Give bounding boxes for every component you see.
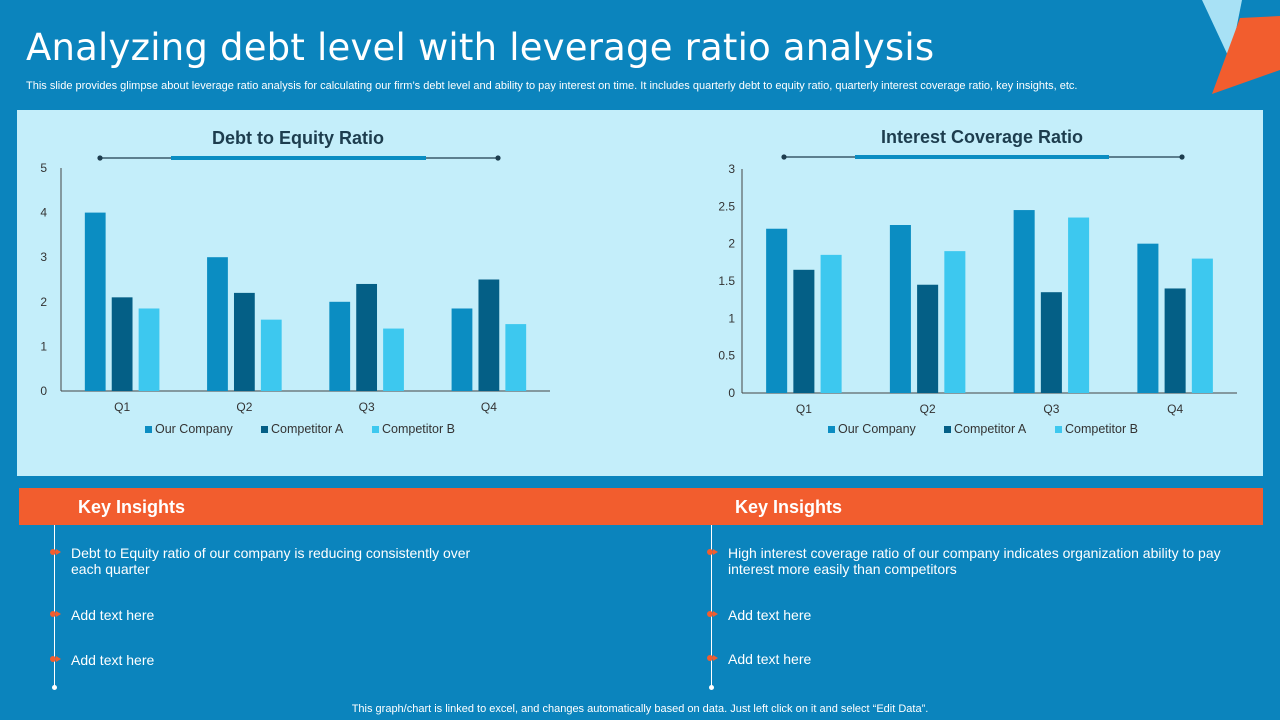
y-tick-label: 1 [40,339,47,353]
bar-competitor-b [944,251,966,393]
legend-swatch [944,426,951,433]
title-line-dot [495,155,501,161]
legend-label: Competitor A [954,422,1027,436]
insights-timeline-left [54,525,55,687]
bar-competitor-a [478,279,500,391]
title-line-dot [1179,154,1185,160]
bar-competitor-b [820,254,842,393]
bar-our-company [329,301,351,391]
y-tick-label: 1 [728,311,735,325]
bar-our-company [84,212,106,391]
x-tick-label: Q1 [114,400,130,414]
bar-our-company [207,257,228,391]
legend-swatch [1055,426,1062,433]
x-tick-label: Q3 [1043,402,1059,416]
y-tick-label: 0 [40,384,47,398]
legend-swatch [261,426,268,433]
x-tick-label: Q3 [359,400,375,414]
y-tick-label: 0.5 [718,349,735,363]
x-tick-label: Q4 [1167,402,1183,416]
bar-competitor-a [1164,288,1186,393]
bullet-arrow-icon [707,609,718,619]
page-subtitle: This slide provides glimpse about levera… [26,80,1078,92]
bullet-arrow-icon [707,547,718,557]
chart-title: Interest Coverage Ratio [881,127,1083,147]
y-tick-label: 2 [728,237,735,251]
footer-note: This graph/chart is linked to excel, and… [351,703,929,715]
bar-competitor-a [793,269,815,393]
legend-label: Competitor B [382,422,455,436]
insight-point: Add text here [728,651,812,667]
bar-competitor-a [233,292,255,391]
bullet-arrow-icon [707,653,718,663]
y-tick-label: 0 [728,386,735,400]
bar-competitor-b [505,324,527,391]
bar-competitor-b [383,328,404,391]
bar-our-company [451,308,473,391]
chart-title: Debt to Equity Ratio [212,128,384,148]
bar-our-company [1013,210,1035,393]
insights-header-bar [19,488,1263,525]
insight-point: Add text here [71,607,155,623]
insight-point: High interest coverage ratio of our comp… [728,545,1221,577]
insights-heading-left: Key Insights [78,497,186,517]
timeline-end-dot [52,685,57,690]
legend-swatch [828,426,835,433]
y-tick-label: 5 [40,161,47,175]
bar-competitor-b [1068,217,1090,393]
bar-competitor-a [356,283,378,391]
bar-competitor-a [917,284,939,393]
legend-label: Our Company [155,422,234,436]
bullet-arrow-icon [50,609,61,619]
bar-competitor-b [1191,258,1213,393]
legend-swatch [145,426,152,433]
y-tick-label: 3 [40,250,47,264]
x-tick-label: Q2 [236,400,252,414]
title-line-dot [781,154,787,160]
bar-our-company [889,225,911,393]
bar-competitor-a [1040,292,1062,393]
bar-our-company [1137,243,1159,393]
x-tick-label: Q2 [920,402,936,416]
bar-competitor-b [260,319,282,391]
title-line-dot [97,155,103,161]
insight-point: Debt to Equity ratio of our company is r… [71,545,471,577]
y-tick-label: 2 [40,295,47,309]
insight-point: Add text here [728,607,812,623]
y-tick-label: 2.5 [718,199,735,213]
legend-label: Competitor A [271,422,344,436]
insights-heading-right: Key Insights [735,497,843,517]
legend-label: Competitor B [1065,422,1138,436]
legend-swatch [372,426,379,433]
bar-competitor-a [111,297,133,391]
timeline-end-dot [709,685,714,690]
bar-our-company [766,228,788,393]
bar-competitor-b [138,308,160,391]
y-tick-label: 3 [728,162,735,176]
x-tick-label: Q1 [796,402,812,416]
y-tick-label: 1.5 [718,274,735,288]
y-tick-label: 4 [40,206,47,220]
charts-canvas: Debt to Equity Ratio 0 1 2 3 4 5 Q1 Q2 Q3 Q4 Our Co… [40,127,1237,436]
bullet-arrow-icon [50,654,61,664]
chart-panel: Debt to Equity Ratio 0 1 2 3 4 5 Q1 Q2 Q3 Q4 Our Co… [17,110,1263,476]
bullet-arrow-icon [50,547,61,557]
corner-decoration [1202,0,1280,94]
insight-point: Add text here [71,652,155,668]
x-tick-label: Q4 [481,400,497,414]
page-title: Analyzing debt level with leverage ratio… [26,26,935,69]
legend-label: Our Company [838,422,917,436]
insights-timeline-right [711,525,712,687]
